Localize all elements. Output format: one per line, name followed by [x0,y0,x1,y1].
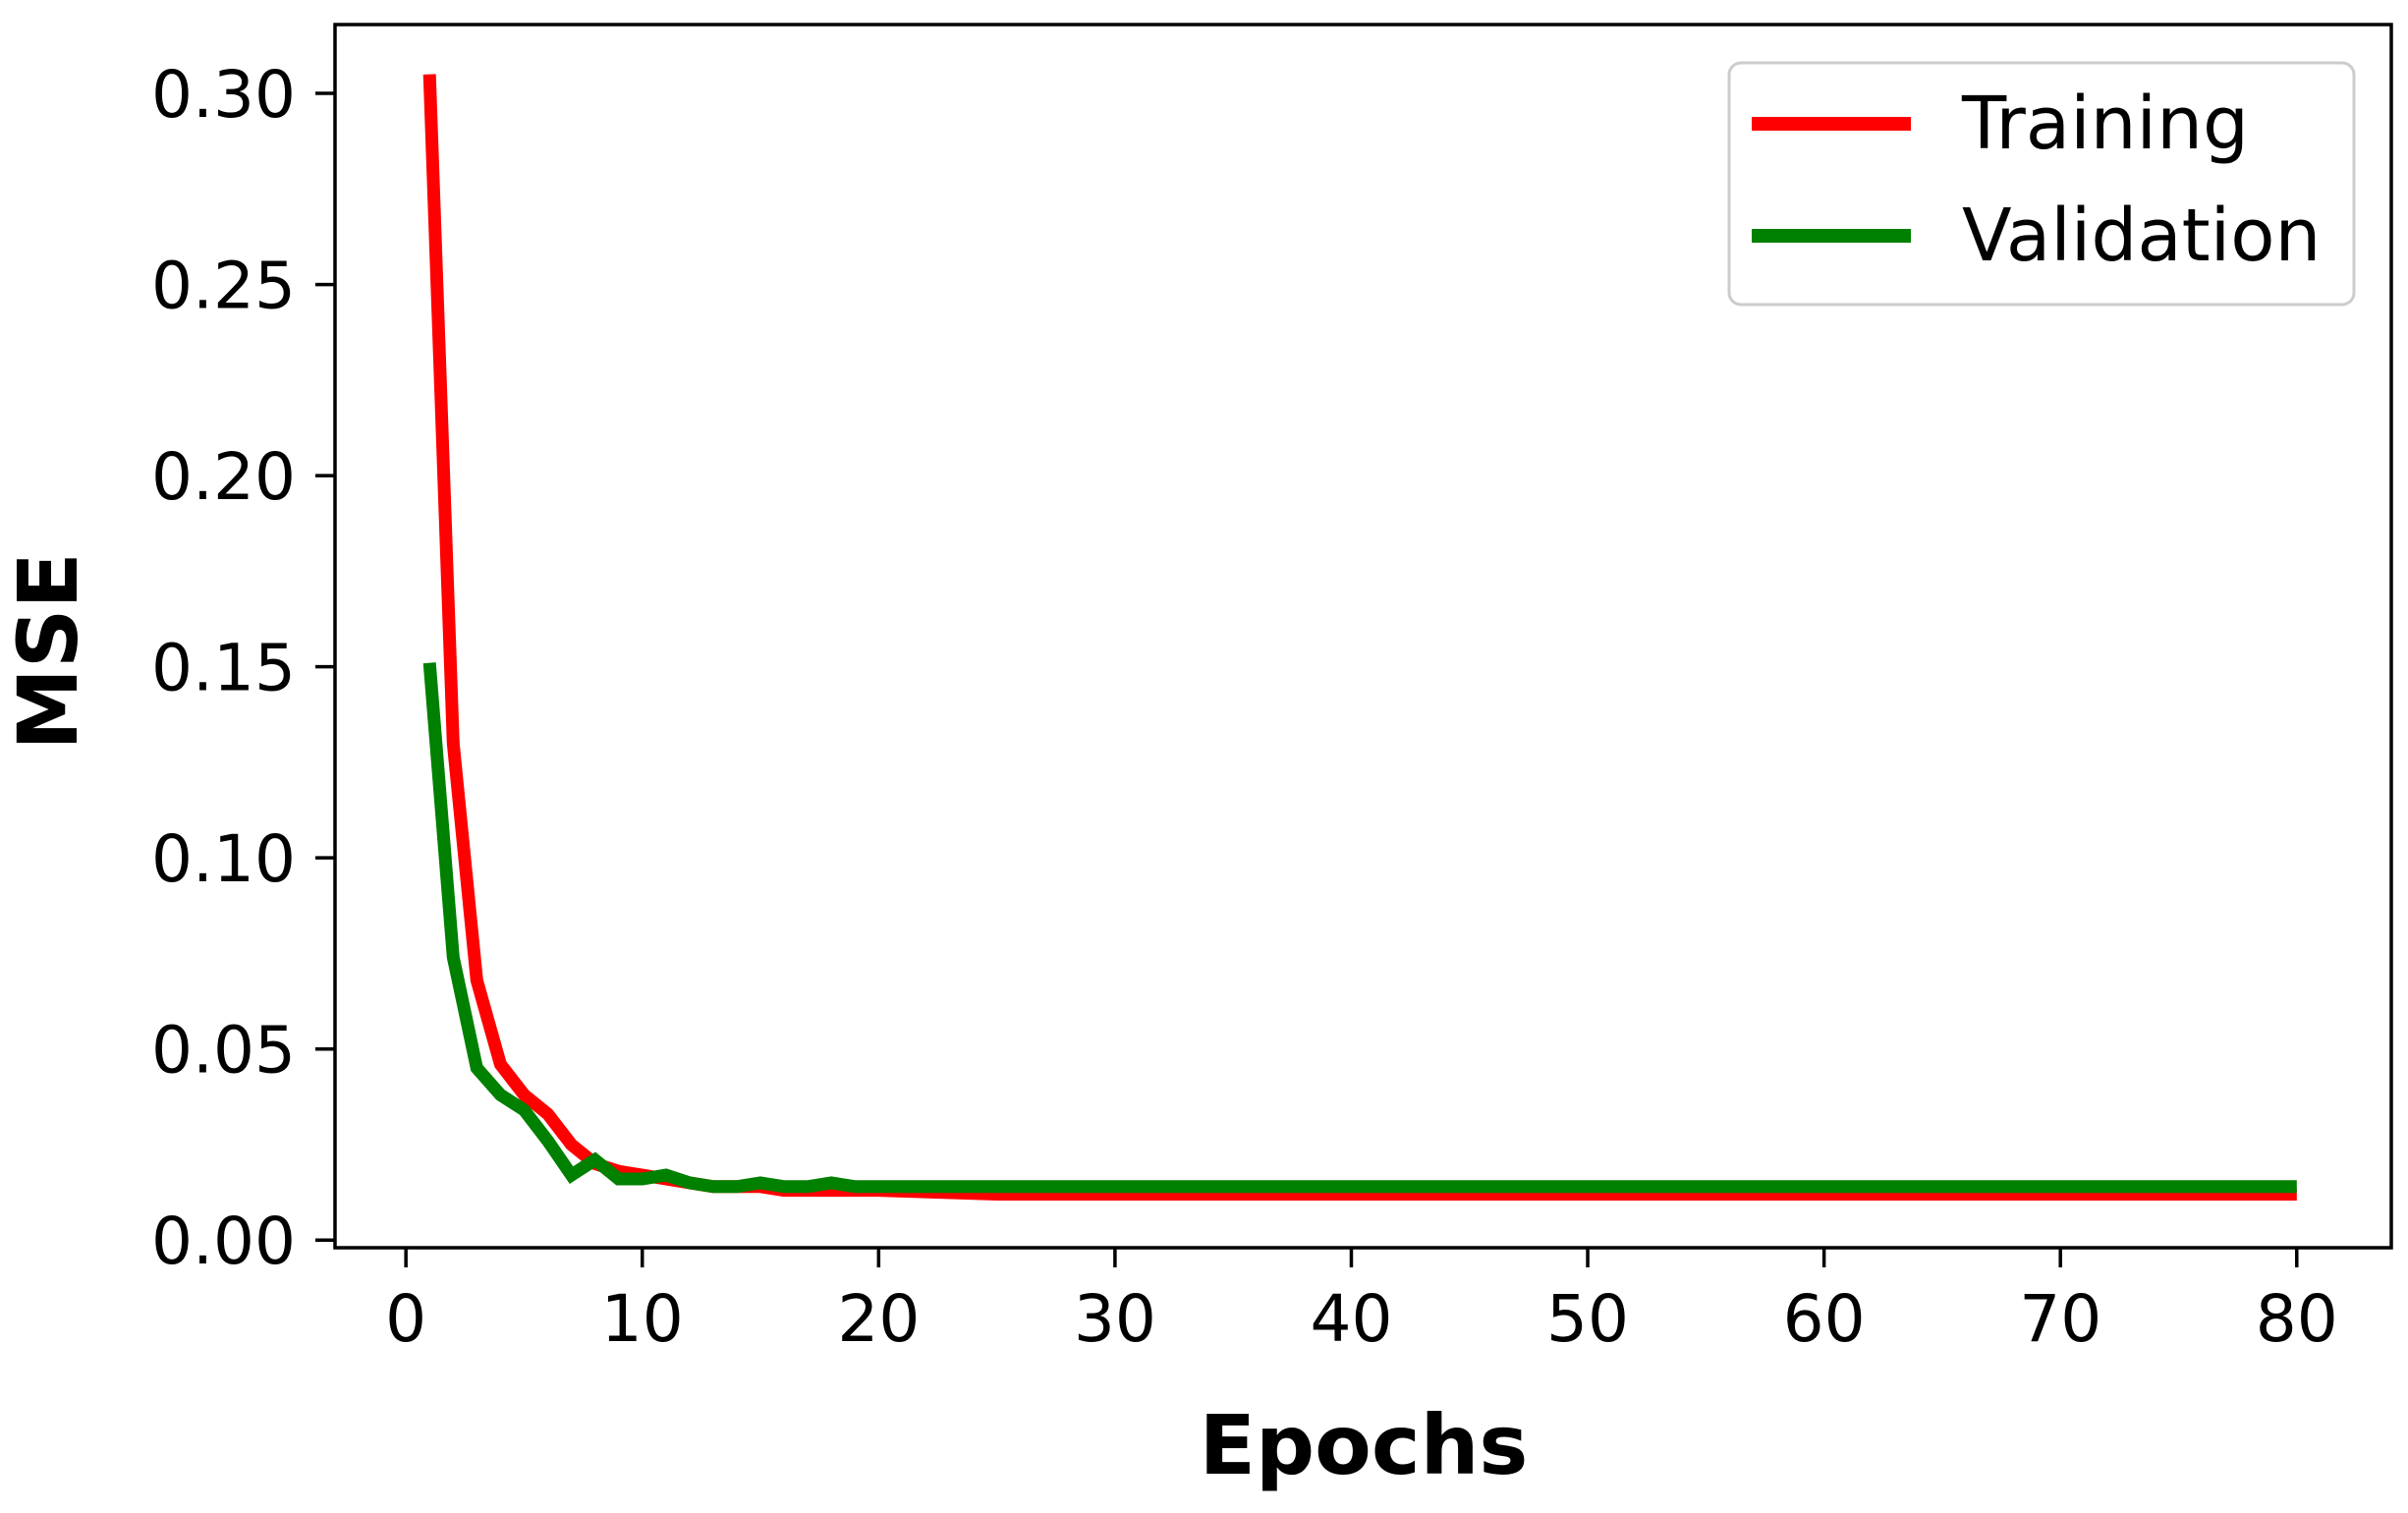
x-tick-label: 40 [1310,1281,1392,1357]
legend: Training Validation [1727,61,2356,307]
y-tick-label: 0.05 [151,1013,296,1089]
y-tick-label: 0.30 [151,57,296,133]
y-tick-label: 0.15 [151,631,296,706]
x-tick-label: 20 [837,1281,920,1357]
legend-label-training: Training [1961,82,2249,166]
x-tick-label: 30 [1074,1281,1156,1357]
y-tick-label: 0.10 [151,821,296,897]
x-tick-label: 60 [1783,1281,1866,1357]
x-axis-label: Epochs [1200,1397,1529,1493]
y-tick-label: 0.00 [151,1204,296,1279]
x-axis: 0 10 20 30 40 50 60 70 80 [385,1248,2338,1357]
plot-frame [333,23,2393,1250]
x-tick-label: 70 [2019,1281,2101,1357]
x-tick-label: 50 [1546,1281,1629,1357]
legend-label-validation: Validation [1962,194,2321,278]
y-axis: 0.00 0.05 0.10 0.15 0.20 0.25 0.30 [151,57,335,1279]
y-tick-label: 0.20 [151,439,296,515]
y-axis-label: MSE [0,552,96,750]
x-tick-label: 10 [601,1281,684,1357]
series-layer [422,74,2297,1201]
x-tick-label: 80 [2256,1281,2338,1357]
x-tick-label: 0 [385,1281,426,1357]
y-tick-label: 0.25 [151,249,296,324]
series-line-validation [422,662,2297,1194]
